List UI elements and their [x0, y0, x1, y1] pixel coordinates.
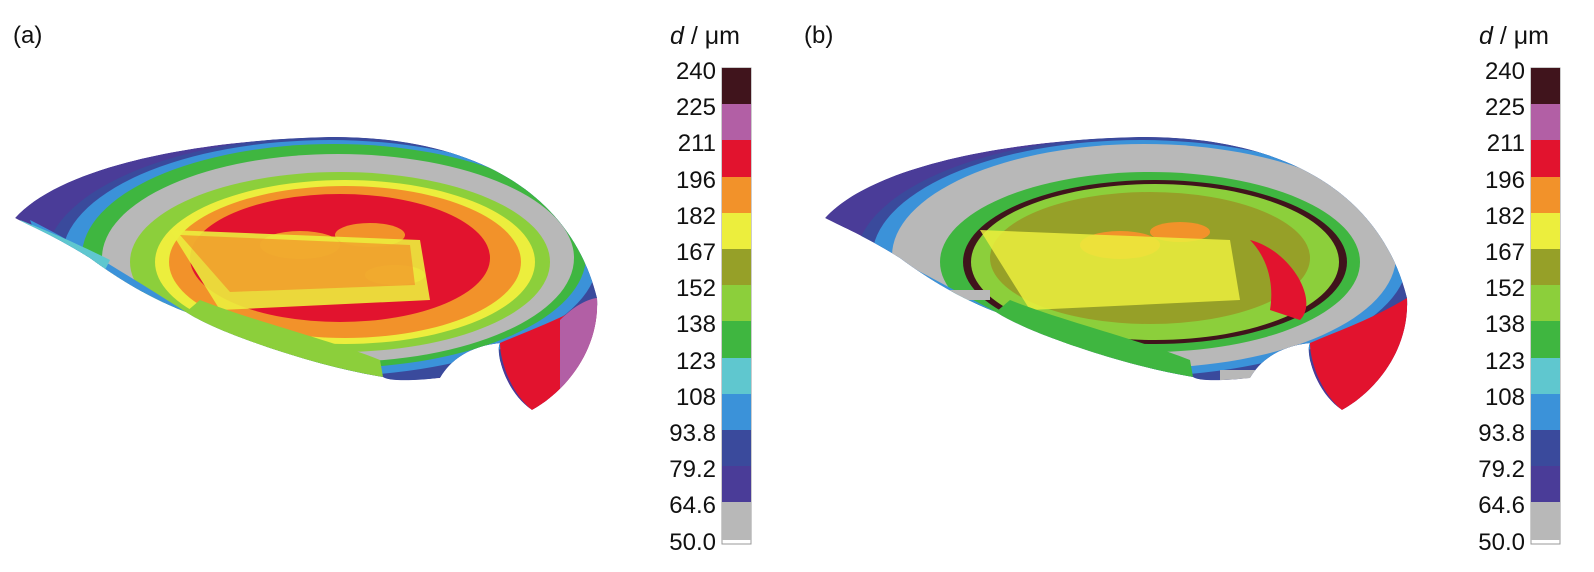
colorbar-swatch: [1531, 212, 1560, 250]
colorbar-tick-label: 167: [675, 239, 716, 266]
colorbar-swatch: [722, 212, 751, 250]
colorbar-tick-label: 108: [1484, 383, 1525, 411]
colorbar-swatch: [1531, 68, 1560, 106]
colorbar-swatch: [1531, 357, 1560, 395]
colorbar-tick-label: 138: [675, 311, 716, 339]
colorbar-tick-label: 79.2: [669, 456, 716, 484]
colorbar-b-title: d / μm: [1479, 22, 1549, 50]
colorbar-tick-label: 123: [675, 347, 716, 375]
panel-a-label: (a): [13, 22, 43, 49]
colorbar-swatch: [722, 140, 751, 178]
colorbar-swatch: [1531, 466, 1560, 504]
colorbar-swatch: [1531, 104, 1560, 142]
colorbar-tick-label: 64.6: [669, 492, 716, 520]
colorbar-tick-label: 196: [675, 166, 716, 194]
colorbar-swatch: [722, 502, 751, 540]
colorbar-swatch: [722, 357, 751, 395]
colorbar-tick-label: 211: [677, 130, 716, 158]
colorbar-tick-label: 225: [675, 94, 716, 122]
colorbar-swatch: [1531, 285, 1560, 323]
colorbar-swatch: [1531, 502, 1560, 540]
colorbar-tick-label: 225: [1484, 94, 1525, 122]
colorbar-tick-label: 152: [675, 275, 716, 303]
colorbar-a-title: d / μm: [670, 22, 740, 50]
colorbar-tick-label: 123: [1484, 347, 1525, 375]
colorbar-tick-label: 182: [1484, 202, 1525, 230]
colorbar-tick-label: 240: [675, 58, 716, 85]
colorbar-swatch: [1531, 249, 1560, 287]
colorbar-tick-label: 138: [1484, 311, 1525, 339]
colorbar-swatch: [1531, 430, 1560, 468]
colorbar-tick-label: 196: [1484, 166, 1525, 194]
colorbar-tick-label: 93.8: [1478, 420, 1525, 447]
colorbar-tick-label: 50.0: [1478, 528, 1525, 556]
colorbar-swatch: [722, 104, 751, 142]
colorbar-tick-label: 50.0: [669, 528, 716, 556]
colorbar-swatch: [1531, 140, 1560, 178]
colorbar-tick-label: 167: [1484, 239, 1525, 266]
colorbar-swatch: [722, 176, 751, 214]
colorbar-tick-label: 152: [1484, 275, 1525, 303]
colorbar-tick-label: 182: [675, 202, 716, 230]
colorbar-swatch: [722, 466, 751, 504]
colorbar-tick-label: 79.2: [1478, 456, 1525, 484]
colorbar-swatch: [722, 430, 751, 468]
colorbar-swatch: [722, 249, 751, 287]
panel-a-surface: [15, 136, 598, 410]
panel-b-surface: [825, 136, 1408, 410]
colorbar-swatch: [722, 321, 751, 359]
colorbar-tick-label: 108: [675, 383, 716, 411]
colorbar-tick-label: 64.6: [1478, 492, 1525, 520]
colorbar-tick-label: 211: [1486, 130, 1525, 158]
colorbar-swatch: [722, 285, 751, 323]
colorbar-swatch: [722, 68, 751, 106]
colorbar-swatch: [722, 393, 751, 431]
colorbar-swatch: [1531, 176, 1560, 214]
colorbar-swatch: [1531, 393, 1560, 431]
panel-b-label: (b): [804, 22, 834, 49]
colorbar-tick-label: 93.8: [669, 420, 716, 447]
colorbar-tick-label: 240: [1484, 58, 1525, 85]
colorbar-swatch: [1531, 321, 1560, 359]
